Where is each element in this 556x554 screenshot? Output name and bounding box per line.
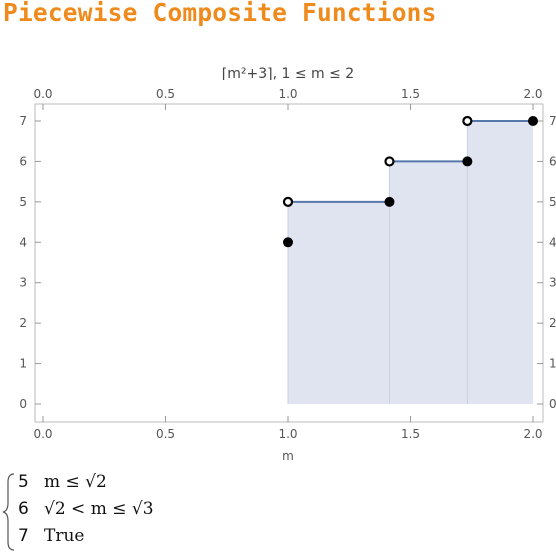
- y-tick-label-left: 7: [19, 114, 27, 128]
- step-area-fill: [467, 121, 533, 404]
- y-tick-label-left: 2: [19, 316, 27, 330]
- page-title: Piecewise Composite Functions: [3, 0, 437, 27]
- open-endpoint: [282, 196, 294, 207]
- y-tick-label-left: 4: [19, 235, 27, 249]
- y-tick-label-left: 5: [19, 195, 27, 209]
- y-tick-label-left: 1: [19, 357, 27, 371]
- y-tick-label-right: 3: [549, 276, 556, 290]
- x-tick-label-bottom: 1.0: [278, 427, 297, 441]
- x-axis-label: m: [282, 449, 294, 463]
- plot-title: ⌈m²+3⌉, 1 ≤ m ≤ 2: [222, 66, 354, 82]
- step-chart: 0.0 0.0 0.5 0.5 1.0 1.0 1.5 1.5 2.0 2.0 0 0 1 1 2 2 3 3 4 4…: [19, 66, 556, 463]
- y-tick-label-right: 4: [549, 235, 556, 249]
- area-fill-layer: [287, 121, 533, 404]
- x-tick-label-top: 2.0: [523, 87, 542, 101]
- x-tick-label-bottom: 0.5: [156, 427, 175, 441]
- y-tick-label-left: 6: [19, 154, 27, 168]
- piecewise-condition: m ≤ √2: [44, 472, 107, 492]
- y-tick-label-right: 6: [549, 154, 556, 168]
- piecewise-row: 5 m ≤ √2: [18, 472, 107, 498]
- series-line-layer: [288, 120, 533, 203]
- open-endpoint: [384, 156, 395, 167]
- x-tick-label-top: 0.0: [33, 87, 52, 101]
- piecewise-row: 6 √2 < m ≤ √3: [18, 499, 154, 525]
- point-layer: [282, 115, 538, 248]
- closed-endpoint: [283, 237, 293, 248]
- y-tick-label-right: 0: [549, 397, 556, 411]
- y-tick-label-right: 2: [549, 316, 556, 330]
- x-tick-label-top: 1.5: [401, 87, 420, 101]
- x-tick-label-bottom: 0.0: [33, 427, 52, 441]
- piecewise-value: 5: [18, 472, 29, 492]
- piecewise-value: 7: [18, 526, 29, 546]
- x-tick-label-bottom: 2.0: [523, 427, 542, 441]
- piecewise-value: 6: [18, 499, 29, 519]
- piecewise-row: 7 True: [18, 526, 84, 552]
- y-tick-label-left: 3: [19, 276, 27, 290]
- piecewise-condition: √2 < m ≤ √3: [44, 499, 154, 519]
- left-brace-icon: [2, 473, 15, 551]
- y-tick-label-right: 5: [549, 195, 556, 209]
- closed-endpoint: [384, 196, 395, 207]
- x-tick-label-top: 0.5: [156, 87, 175, 101]
- closed-endpoint: [462, 156, 473, 167]
- step-area-fill: [288, 201, 390, 404]
- open-endpoint: [462, 115, 473, 127]
- y-tick-label-left: 0: [19, 397, 27, 411]
- piecewise-definition: 5 m ≤ √2 6 √2 < m ≤ √3 7 True: [0, 470, 260, 554]
- y-tick-label-right: 1: [549, 357, 556, 371]
- x-tick-label-bottom: 1.5: [401, 427, 420, 441]
- step-area-fill: [389, 161, 468, 404]
- plot-frame: [34, 103, 544, 423]
- x-tick-label-top: 1.0: [278, 87, 297, 101]
- tick-layer: 0.0 0.0 0.5 0.5 1.0 1.0 1.5 1.5 2.0 2.0 0 0 1 1 2 2 3 3 4 4…: [19, 87, 556, 441]
- y-tick-label-right: 7: [549, 114, 556, 128]
- piecewise-condition: True: [44, 526, 85, 546]
- closed-endpoint: [528, 116, 538, 126]
